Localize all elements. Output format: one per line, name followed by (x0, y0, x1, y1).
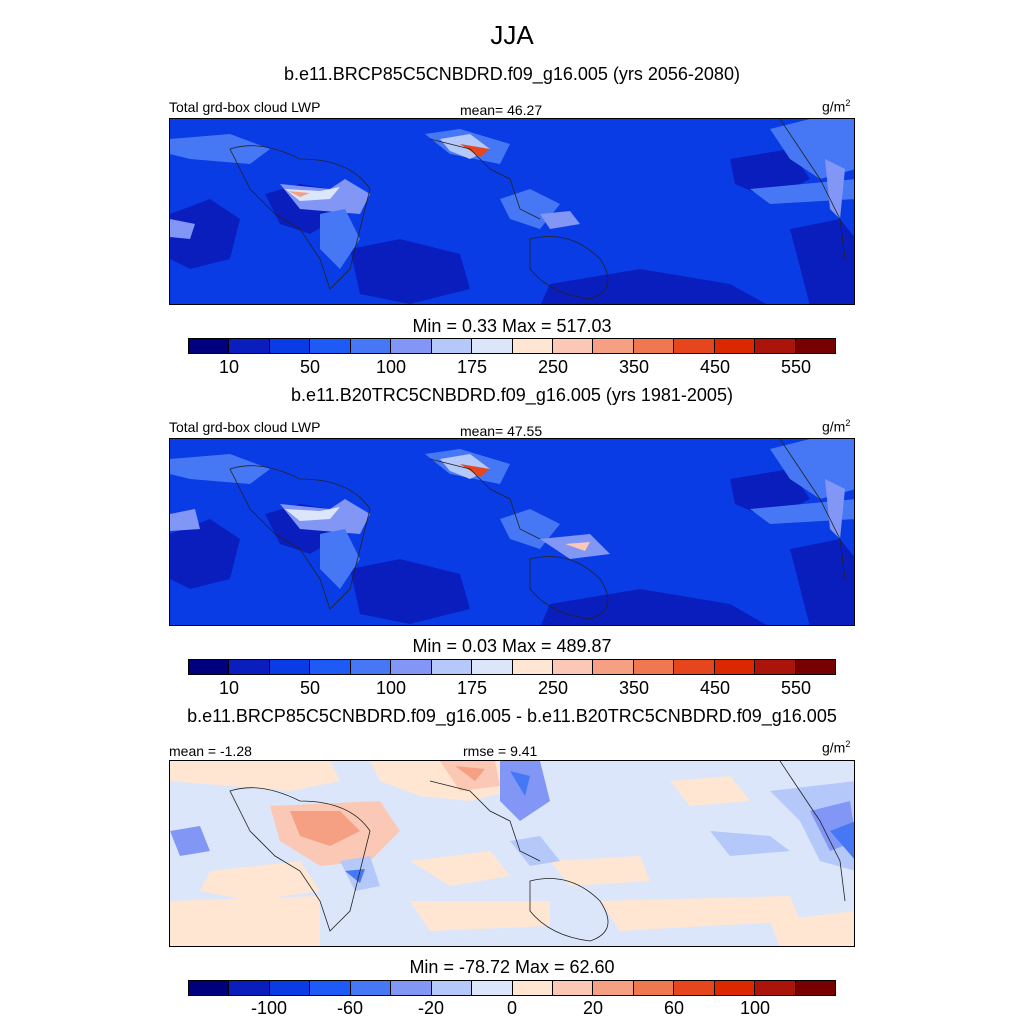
panel-2-field (170, 439, 854, 625)
panel-3-min-max: Min = -78.72 Max = 62.60 (409, 957, 615, 977)
panel-1-tick: 50 (299, 357, 321, 377)
panel-1-mean-label: mean= 46.27 (460, 102, 543, 118)
panel-1-tick: 450 (699, 357, 731, 377)
panel-3-tick: 20 (582, 998, 604, 1018)
panel-2-case-title: b.e11.B20TRC5CNBDRD.f09_g16.005 (yrs 198… (291, 385, 733, 405)
panel-2-tick: 50 (299, 678, 321, 698)
panel-1-colorbar (188, 338, 836, 354)
panel-2-colorbar (188, 659, 836, 675)
panel-1-tick: 10 (218, 357, 240, 377)
panel-3-colorbar (188, 980, 836, 996)
panel-2-tick: 450 (699, 678, 731, 698)
panel-3-tick: -100 (250, 998, 288, 1018)
panel-2-tick: 250 (537, 678, 569, 698)
panel-3-tick: 0 (506, 998, 517, 1018)
panel-2-min-max: Min = 0.03 Max = 489.87 (412, 636, 612, 656)
panel-2-map (169, 438, 855, 626)
panel-3-tick: 60 (663, 998, 685, 1018)
panel-2-variable-label: Total grd-box cloud LWP (169, 419, 321, 435)
panel-1-tick: 550 (780, 357, 812, 377)
panel-2-tick: 10 (218, 678, 240, 698)
panel-3-tick: -20 (417, 998, 444, 1018)
panel-3-tick: 100 (739, 998, 771, 1018)
panel-1-tick: 350 (618, 357, 650, 377)
panel-1-tick: 100 (375, 357, 407, 377)
panel-1-map (169, 118, 855, 305)
panel-1-min-max: Min = 0.33 Max = 517.03 (412, 316, 612, 336)
panel-2-tick: 100 (375, 678, 407, 698)
panel-1-variable-label: Total grd-box cloud LWP (169, 99, 321, 115)
panel-1-tick: 250 (537, 357, 569, 377)
panel-2-tick: 550 (780, 678, 812, 698)
panel-2-mean-label: mean= 47.55 (460, 423, 543, 439)
panel-3-mean-label: mean = -1.28 (169, 743, 252, 759)
panel-3-field (170, 761, 854, 946)
panel-3-tick: -60 (336, 998, 363, 1018)
panel-1-units: g/m2 (822, 98, 851, 115)
panel-1-case-title: b.e11.BRCP85C5CNBDRD.f09_g16.005 (yrs 20… (284, 64, 740, 84)
panel-2-units: g/m2 (822, 418, 851, 435)
panel-1-tick: 175 (456, 357, 488, 377)
panel-2-tick: 350 (618, 678, 650, 698)
panel-2-tick: 175 (456, 678, 488, 698)
panel-3-case-title: b.e11.BRCP85C5CNBDRD.f09_g16.005 - b.e11… (187, 706, 837, 726)
panel-1-field (170, 119, 854, 304)
panel-3-rmse-label: rmse = 9.41 (463, 743, 538, 759)
figure-title: JJA (490, 20, 534, 50)
panel-3-map (169, 760, 855, 947)
panel-3-units: g/m2 (822, 739, 851, 756)
